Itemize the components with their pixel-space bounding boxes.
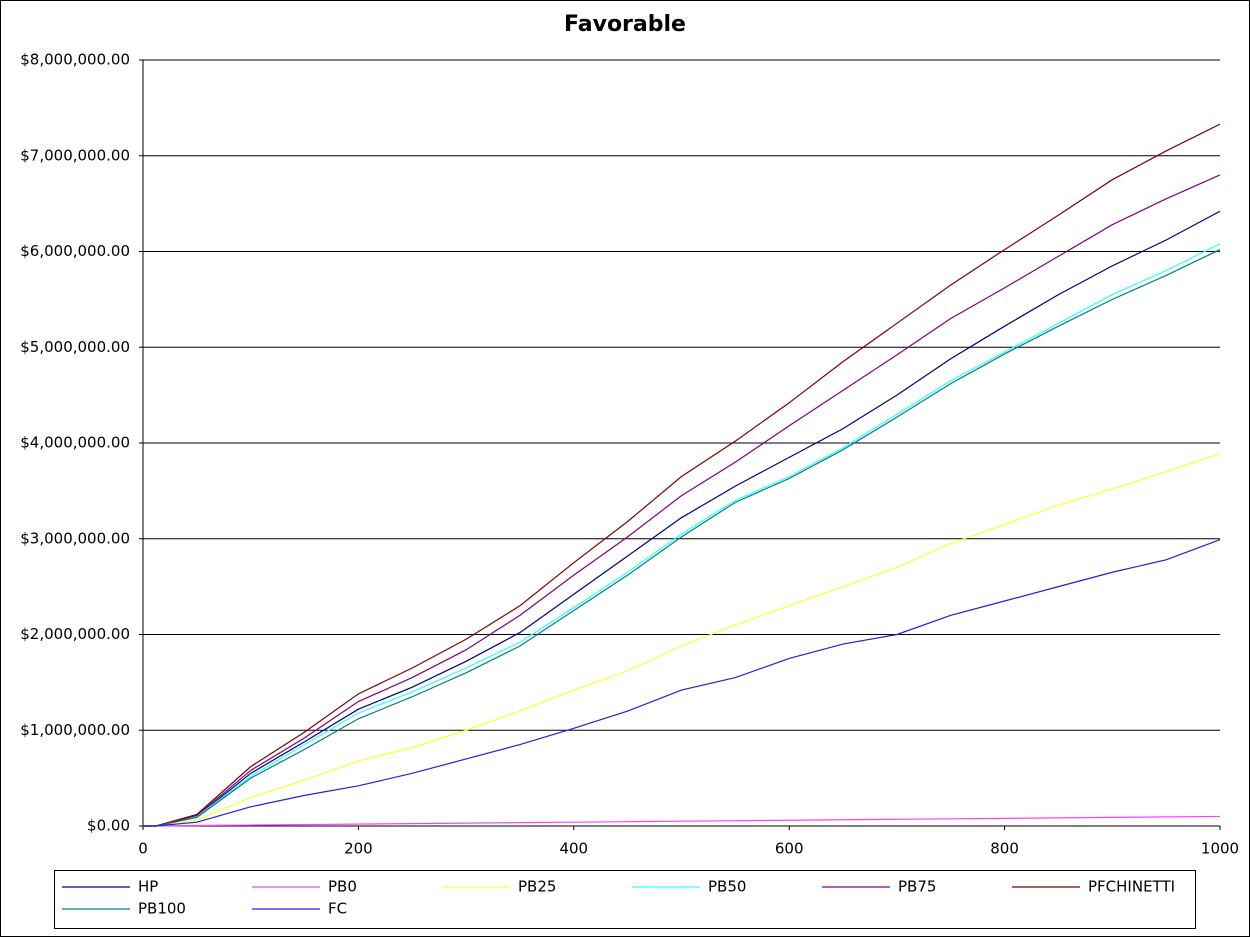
x-tick-label: 400 [559,840,588,858]
legend-label: PB50 [708,878,746,896]
y-tick-label: $0.00 [87,817,130,835]
chart-title: Favorable [564,12,686,37]
series-line [143,174,1221,827]
y-tick-label: $1,000,000.00 [20,721,130,739]
legend-label: PB0 [328,878,357,896]
legend-label: HP [138,878,158,896]
series-line [143,452,1221,827]
y-tick-label: $5,000,000.00 [20,338,130,356]
y-tick-label: $3,000,000.00 [20,529,130,547]
x-tick-label: 1000 [1201,840,1239,858]
y-tick-label: $2,000,000.00 [20,625,130,643]
y-tick-label: $7,000,000.00 [20,146,130,164]
series-line [143,210,1221,827]
legend-box [54,870,1196,929]
series-line [143,249,1221,827]
legend-label: PB75 [898,878,936,896]
legend-label: PB100 [138,900,186,918]
legend-label: FC [328,900,347,918]
series-line [143,815,1221,827]
series-line [143,539,1221,827]
x-tick-label: 800 [990,840,1019,858]
series-line [143,243,1221,827]
y-tick-label: $4,000,000.00 [20,434,130,452]
y-tick-label: $6,000,000.00 [20,242,130,260]
series-line [143,123,1221,827]
legend-label: PB25 [518,878,556,896]
y-tick-label: $8,000,000.00 [20,51,130,69]
x-tick-label: 0 [138,840,148,858]
x-tick-label: 600 [775,840,804,858]
legend-label: PFCHINETTI [1088,878,1175,896]
x-tick-label: 200 [344,840,373,858]
